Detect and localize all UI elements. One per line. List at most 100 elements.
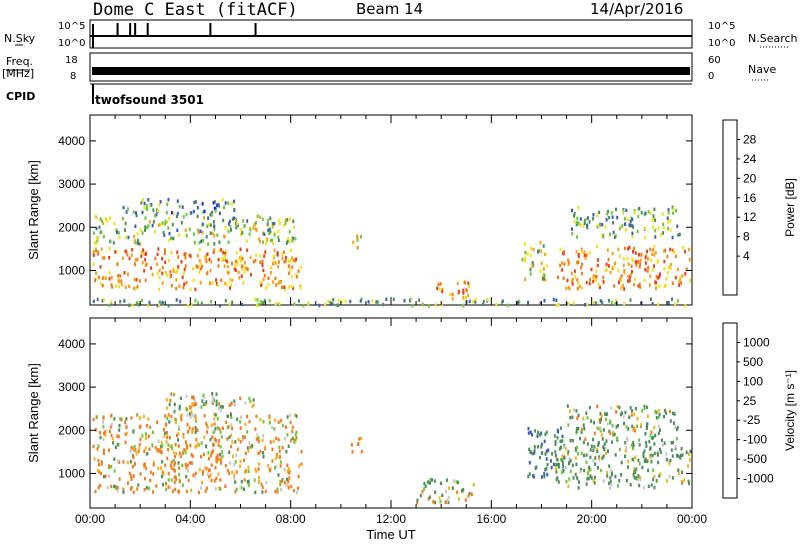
- power-cell: [601, 222, 604, 227]
- velocity-cell: [624, 454, 626, 459]
- velocity-cell: [659, 447, 662, 452]
- velocity-cell: [106, 485, 109, 490]
- power-cell: [122, 205, 125, 210]
- velocity-cell: [132, 430, 135, 434]
- velocity-cell: [620, 473, 623, 477]
- velocity-cell: [226, 414, 229, 418]
- power-cell: [638, 282, 641, 286]
- power-cell: [644, 255, 647, 260]
- velocity-cell: [232, 454, 234, 458]
- power-cell: [241, 264, 243, 268]
- velocity-cell: [533, 451, 536, 455]
- power-cell: [202, 238, 204, 243]
- power-cell: [208, 257, 211, 262]
- power-cell: [605, 267, 608, 272]
- velocity-cell: [154, 446, 157, 450]
- velocity-cell: [537, 430, 540, 435]
- colorbar-tick-label: -500: [743, 452, 767, 466]
- velocity-cell: [258, 475, 260, 480]
- power-cell: [290, 275, 293, 279]
- power-cell: [236, 259, 239, 264]
- power-cell: [631, 270, 633, 274]
- velocity-cell: [638, 438, 641, 442]
- power-cell: [392, 297, 395, 301]
- power-cell: [141, 210, 144, 215]
- velocity-cell: [200, 486, 202, 490]
- power-cell: [185, 280, 188, 285]
- velocity-cell: [176, 433, 178, 438]
- nsearch-tick-low: 10^0: [708, 38, 736, 49]
- x-tick-label: 04:00: [175, 512, 205, 526]
- velocity-cell: [611, 424, 614, 428]
- velocity-cell: [596, 449, 599, 454]
- power-cell: [672, 207, 675, 211]
- velocity-cell: [647, 484, 650, 489]
- velocity-cell: [190, 453, 193, 457]
- power-cell: [149, 203, 152, 208]
- power-cell: [246, 267, 249, 272]
- velocity-cell: [536, 434, 539, 438]
- power-cell: [578, 284, 581, 289]
- power-cell: [649, 274, 652, 278]
- power-cell: [627, 279, 629, 283]
- power-cell: [271, 225, 274, 229]
- power-cell: [273, 233, 276, 237]
- power-cell: [110, 275, 113, 280]
- velocity-cell: [116, 459, 119, 463]
- power-cell: [598, 210, 601, 215]
- velocity-cell: [172, 458, 175, 463]
- power-cell: [634, 251, 637, 255]
- power-cell: [631, 235, 634, 239]
- velocity-cell: [609, 476, 612, 480]
- velocity-cell: [251, 404, 254, 409]
- velocity-cell: [553, 434, 556, 438]
- velocity-cell: [177, 489, 180, 493]
- power-cell: [162, 231, 165, 235]
- velocity-cell: [295, 436, 298, 440]
- velocity-cell: [102, 424, 105, 429]
- power-cell: [151, 223, 154, 228]
- power-cell: [581, 262, 583, 267]
- velocity-cell: [589, 448, 592, 452]
- velocity-cell: [152, 463, 155, 467]
- power-cell: [462, 296, 465, 300]
- velocity-cell: [586, 472, 589, 476]
- velocity-cell: [94, 489, 97, 494]
- velocity-cell: [170, 414, 173, 419]
- velocity-cell: [461, 488, 463, 493]
- power-cell: [157, 223, 160, 227]
- power-cell: [529, 267, 532, 272]
- velocity-cell: [599, 429, 602, 433]
- velocity-cell: [566, 404, 569, 408]
- velocity-cell: [649, 453, 652, 458]
- power-cell: [154, 229, 157, 234]
- velocity-cell: [563, 455, 565, 459]
- velocity-cell: [235, 470, 238, 474]
- velocity-cell: [113, 484, 116, 489]
- velocity-cell: [191, 454, 194, 458]
- velocity-cell: [571, 463, 574, 468]
- power-cell: [166, 273, 169, 278]
- power-cell: [224, 225, 227, 230]
- power-cell: [602, 275, 605, 280]
- velocity-cell: [152, 460, 155, 465]
- velocity-cell: [186, 422, 189, 427]
- power-cell: [684, 272, 687, 276]
- velocity-cell: [99, 435, 102, 440]
- velocity-cell: [561, 439, 564, 443]
- velocity-cell: [201, 480, 203, 485]
- power-cell: [501, 299, 504, 303]
- power-cell: [562, 276, 565, 280]
- velocity-cell: [616, 436, 619, 440]
- power-cell: [119, 274, 122, 278]
- power-cell: [613, 235, 616, 239]
- colorbar-tick-label: 1000: [743, 335, 770, 349]
- velocity-cell: [280, 487, 283, 492]
- velocity-cell: [578, 480, 580, 484]
- power-cell: [268, 231, 271, 236]
- power-cell: [132, 210, 135, 214]
- power-cell: [93, 241, 96, 245]
- power-cell: [652, 225, 654, 229]
- power-cell: [571, 208, 573, 213]
- velocity-cell: [144, 432, 147, 436]
